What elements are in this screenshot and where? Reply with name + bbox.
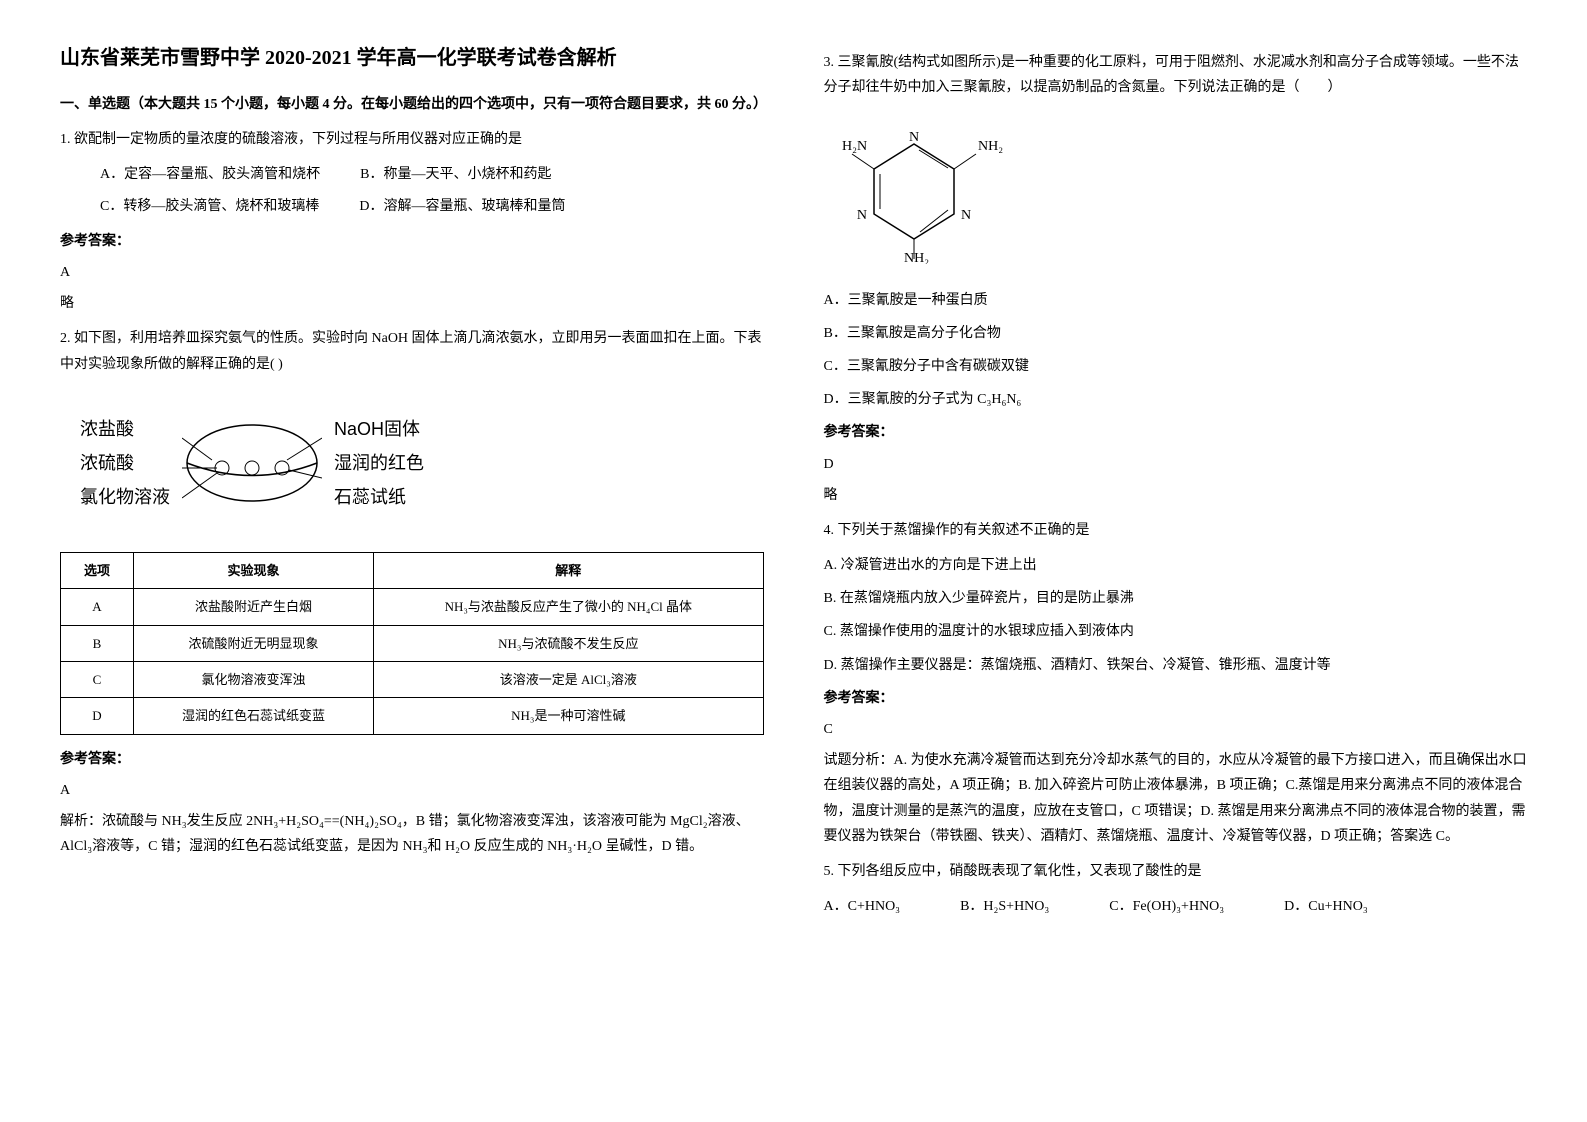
q4-answer-label: 参考答案： — [824, 686, 1528, 711]
svg-text:N: N — [856, 208, 866, 223]
q5-optC: C．Fe(OH)₃+HNO₃ — [1109, 894, 1224, 919]
q1-stem: 1. 欲配制一定物质的量浓度的硫酸溶液，下列过程与所用仪器对应正确的是 — [60, 127, 764, 152]
q4-optC: C. 蒸馏操作使用的温度计的水银球应插入到液体内 — [824, 619, 1528, 644]
table-row: D 湿润的红色石蕊试纸变蓝 NH₃是一种可溶性碱 — [61, 698, 764, 734]
q4-stem: 4. 下列关于蒸馏操作的有关叙述不正确的是 — [824, 518, 1528, 543]
q4-optB: B. 在蒸馏烧瓶内放入少量碎瓷片，目的是防止暴沸 — [824, 586, 1528, 611]
q2-stem: 2. 如下图，利用培养皿探究氨气的性质。实验时向 NaOH 固体上滴几滴浓氨水，… — [60, 326, 764, 376]
q2-answer-label: 参考答案： — [60, 747, 764, 772]
svg-text:N: N — [961, 208, 971, 223]
q1-optA: A．定容—容量瓶、胶头滴管和烧杯 — [100, 162, 320, 187]
q5-stem: 5. 下列各组反应中，硝酸既表现了氧化性，又表现了酸性的是 — [824, 859, 1528, 884]
section-heading: 一、单选题（本大题共 15 个小题，每小题 4 分。在每小题给出的四个选项中，只… — [60, 92, 764, 117]
q4-answer: C — [824, 717, 1528, 742]
page-title: 山东省莱芜市雪野中学 2020-2021 学年高一化学联考试卷含解析 — [60, 40, 764, 76]
q3-answer: D — [824, 452, 1528, 477]
q2-th-0: 选项 — [61, 552, 134, 588]
table-row: C 氯化物溶液变浑浊 该溶液一定是 AlCl₃溶液 — [61, 662, 764, 698]
q2-label-cl: 氯化物溶液 — [80, 481, 170, 513]
q2-th-2: 解释 — [374, 552, 763, 588]
q2-label-litmus1: 湿润的红色 — [334, 447, 424, 479]
q1-optC: C．转移—胶头滴管、烧杯和玻璃棒 — [100, 194, 319, 219]
q3-triazine-diagram: N N N H₂N NH₂ NH₂ — [824, 114, 1528, 273]
right-column: 3. 三聚氰胺(结构式如图所示)是一种重要的化工原料，可用于阻燃剂、水泥减水剂和… — [824, 40, 1528, 929]
q2-label-litmus2: 石蕊试纸 — [334, 481, 424, 513]
q1-options: A．定容—容量瓶、胶头滴管和烧杯 B．称量—天平、小烧杯和药匙 C．转移—胶头滴… — [100, 162, 764, 218]
q3-optD: D．三聚氰胺的分子式为 C₃H₆N₆ — [824, 387, 1528, 412]
q4-analysis: 试题分析：A. 为使水充满冷凝管而达到充分冷却水蒸气的目的，水应从冷凝管的最下方… — [824, 748, 1528, 849]
left-column: 山东省莱芜市雪野中学 2020-2021 学年高一化学联考试卷含解析 一、单选题… — [60, 40, 764, 929]
svg-text:N: N — [908, 130, 918, 145]
q2-analysis: 解析：浓硫酸与 NH₃发生反应 2NH₃+H₂SO₄==(NH₄)₂SO₄，B … — [60, 809, 764, 859]
table-row: A 浓盐酸附近产生白烟 NH₃与浓盐酸反应产生了微小的 NH₄Cl 晶体 — [61, 589, 764, 625]
q4-optA: A. 冷凝管进出水的方向是下进上出 — [824, 553, 1528, 578]
svg-text:NH₂: NH₂ — [904, 251, 929, 264]
q3-extra: 略 — [824, 483, 1528, 508]
q2-th-1: 实验现象 — [133, 552, 373, 588]
q2-label-hcl: 浓盐酸 — [80, 413, 170, 445]
q2-answer: A — [60, 778, 764, 803]
svg-text:NH₂: NH₂ — [978, 139, 1003, 154]
q5-options: A．C+HNO₃ B．H₂S+HNO₃ C．Fe(OH)₃+HNO₃ D．Cu+… — [824, 894, 1528, 919]
q1-optD: D．溶解—容量瓶、玻璃棒和量筒 — [359, 194, 565, 219]
q3-optC: C．三聚氰胺分子中含有碳碳双键 — [824, 354, 1528, 379]
q2-label-naoh: NaOH固体 — [334, 413, 424, 445]
q3-answer-label: 参考答案： — [824, 420, 1528, 445]
q2-dish-svg — [182, 418, 322, 508]
q1-extra: 略 — [60, 291, 764, 316]
q2-diagram: 浓盐酸 浓硫酸 氯化物溶液 NaOH固体 湿润的红色 石蕊试纸 — [60, 401, 444, 526]
q4-optD: D. 蒸馏操作主要仪器是：蒸馏烧瓶、酒精灯、铁架台、冷凝管、锥形瓶、温度计等 — [824, 653, 1528, 678]
q3-stem: 3. 三聚氰胺(结构式如图所示)是一种重要的化工原料，可用于阻燃剂、水泥减水剂和… — [824, 50, 1528, 100]
q5-optD: D．Cu+HNO₃ — [1284, 894, 1368, 919]
table-row: B 浓硫酸附近无明显现象 NH₃与浓硫酸不发生反应 — [61, 625, 764, 661]
svg-text:H₂N: H₂N — [842, 139, 867, 154]
q5-optA: A．C+HNO₃ — [824, 894, 901, 919]
q5-optB: B．H₂S+HNO₃ — [960, 894, 1049, 919]
q2-table: 选项 实验现象 解释 A 浓盐酸附近产生白烟 NH₃与浓盐酸反应产生了微小的 N… — [60, 552, 764, 735]
q3-optA: A．三聚氰胺是一种蛋白质 — [824, 288, 1528, 313]
q1-answer: A — [60, 260, 764, 285]
q2-label-h2so4: 浓硫酸 — [80, 447, 170, 479]
q1-optB: B．称量—天平、小烧杯和药匙 — [360, 162, 551, 187]
q1-answer-label: 参考答案： — [60, 229, 764, 254]
q3-optB: B．三聚氰胺是高分子化合物 — [824, 321, 1528, 346]
